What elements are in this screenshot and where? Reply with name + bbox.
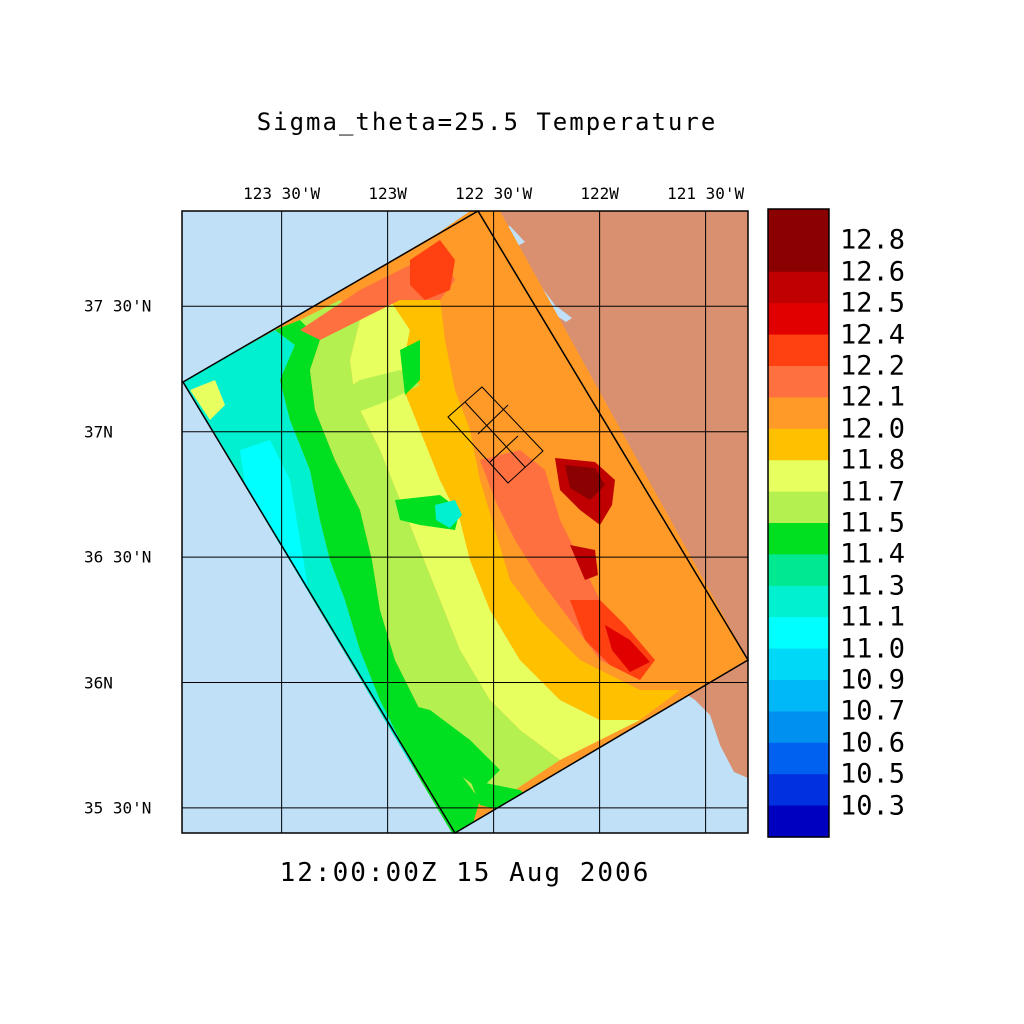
colorbar-swatch — [768, 774, 829, 807]
colorbar-label: 10.9 — [840, 664, 906, 696]
colorbar-swatch — [768, 491, 829, 524]
colorbar-swatch — [768, 209, 829, 241]
colorbar-swatch — [768, 240, 829, 273]
graticule — [182, 211, 748, 833]
cyan-eddy — [435, 500, 462, 528]
yellow-lens-west — [190, 380, 225, 420]
green-filament-2 — [330, 370, 420, 415]
paleyellow-band — [350, 300, 640, 760]
colorbar-label: 11.7 — [840, 476, 906, 508]
nested-grid-divider-2 — [477, 404, 509, 435]
longitude-label: 122W — [580, 184, 619, 203]
colorbar-label: 10.7 — [840, 695, 906, 727]
latitude-label: 37N — [84, 422, 113, 442]
hot-patch-3 — [565, 465, 605, 500]
colorbar-swatch — [768, 271, 829, 304]
colorbar-swatch — [768, 366, 829, 398]
latitude-label: 37 30'N — [84, 296, 152, 316]
colorbar-swatch — [768, 334, 829, 367]
longitude-label: 122 30'W — [455, 184, 533, 203]
colorbar-swatch — [768, 680, 829, 712]
latitude-label: 36N — [84, 673, 113, 693]
colorbar-label: 11.4 — [840, 538, 906, 570]
colorbar-swatch — [768, 460, 829, 493]
longitude-label: 123 30'W — [243, 184, 321, 203]
hot-patch-2 — [570, 545, 598, 580]
colorbar-label: 11.0 — [840, 633, 906, 665]
warm-patch-3 — [410, 240, 455, 300]
colorbar-label: 12.8 — [840, 224, 906, 256]
colorbar-label: 12.5 — [840, 287, 906, 319]
latitude-label: 36 30'N — [84, 547, 152, 567]
hot-patch-4 — [605, 625, 650, 672]
timestamp-label: 12:00:00Z 15 Aug 2006 — [279, 858, 651, 888]
nested-grid-box-outer — [447, 386, 544, 484]
colorbar-swatch — [768, 523, 829, 555]
yellowgreen-band — [300, 300, 560, 800]
colorbar-label: 10.3 — [840, 790, 906, 822]
green-filament-3 — [400, 340, 420, 395]
colorbar-label: 10.6 — [840, 727, 906, 759]
colorbar-swatch — [768, 617, 829, 650]
colorbar-swatch — [768, 585, 829, 618]
gold-band — [390, 280, 680, 720]
colorbar-label: 12.4 — [840, 319, 906, 351]
map-title: Sigma_theta=25.5 Temperature — [256, 108, 718, 136]
colorbar-label: 10.5 — [840, 758, 906, 790]
map-frame — [181, 210, 749, 834]
colorbar-label: 11.8 — [840, 444, 906, 476]
latitude-label: 35 30'N — [84, 798, 152, 818]
colorbar-label: 11.3 — [840, 570, 906, 602]
green-band — [275, 320, 480, 833]
colorbar-label: 11.1 — [840, 601, 906, 633]
colorbar-frame — [767, 208, 830, 838]
colorbar-label: 11.5 — [840, 507, 906, 539]
colorbar-swatch — [768, 554, 829, 587]
nested-grid-divider-1 — [464, 401, 526, 468]
colorbar — [767, 208, 830, 838]
colorbar-swatch — [768, 648, 829, 681]
colorbar-swatch — [768, 428, 829, 461]
colorbar-label: 12.1 — [840, 381, 906, 413]
colorbar-swatch — [768, 805, 829, 838]
colorbar-swatch — [768, 742, 829, 775]
colorbar-label: 12.0 — [840, 413, 906, 445]
colorbar-label: 12.6 — [840, 256, 906, 288]
colorbar-swatch — [768, 303, 829, 336]
colorbar-label: 12.2 — [840, 350, 906, 382]
nested-grid-divider-3 — [489, 435, 519, 463]
longitude-label: 121 30'W — [667, 184, 745, 203]
colorbar-swatch — [768, 711, 829, 744]
green-south-1 — [390, 700, 500, 790]
longitude-label: 123W — [368, 184, 407, 203]
colorbar-swatch — [768, 397, 829, 430]
